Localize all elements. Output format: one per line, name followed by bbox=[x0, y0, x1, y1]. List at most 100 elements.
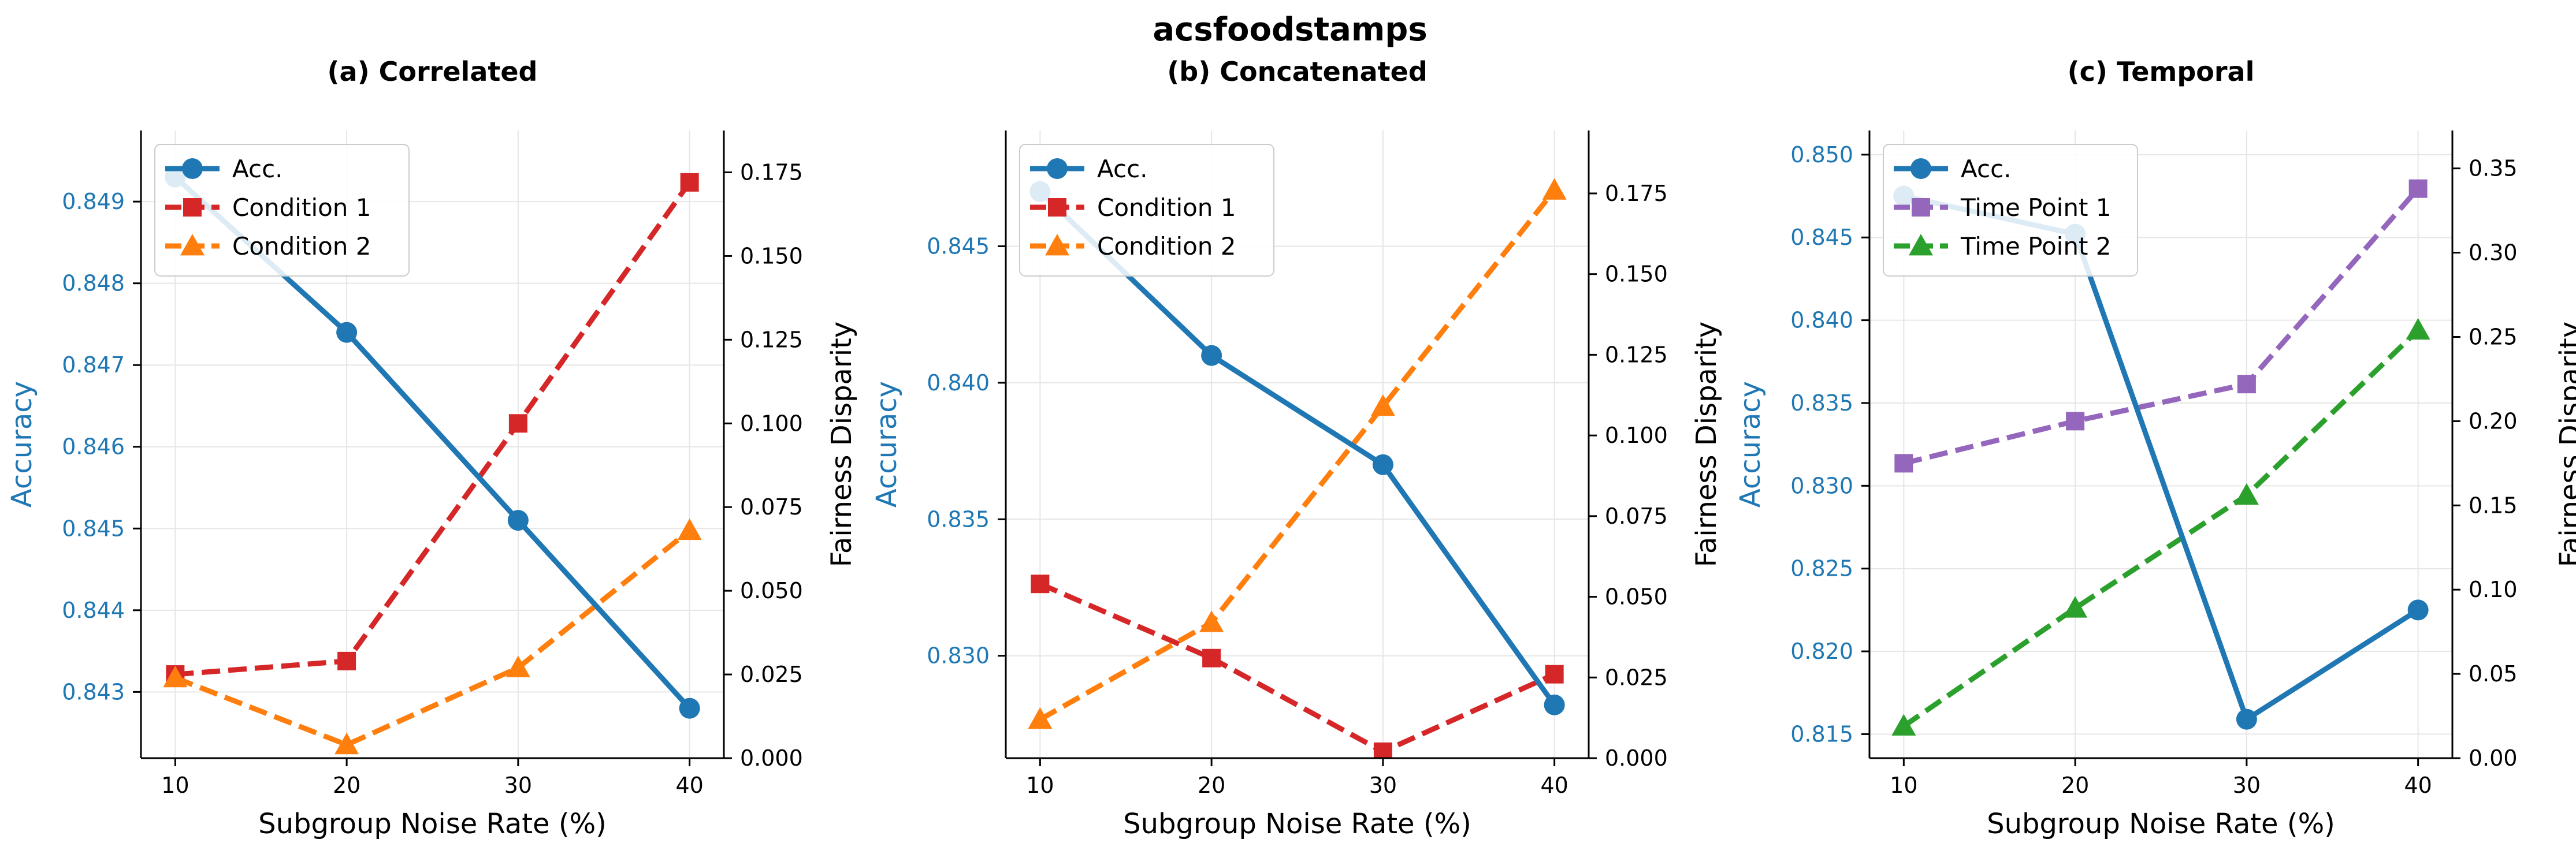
data-point-condition-1-40 bbox=[680, 173, 699, 192]
legend-item-time-point-1: Time Point 1 bbox=[1894, 193, 2112, 222]
y-tick-label: 0.845 bbox=[62, 516, 125, 541]
data-point-condition-1-30 bbox=[508, 414, 527, 433]
y-tick-label: 0.830 bbox=[1790, 473, 1853, 498]
data-point-acc-30 bbox=[507, 510, 529, 531]
legend-label: Time Point 1 bbox=[1960, 193, 2112, 222]
data-point-condition-1-20 bbox=[337, 651, 356, 670]
series-line-time-point-1 bbox=[1903, 187, 2421, 466]
x-tick-label: 20 bbox=[333, 773, 360, 798]
legend-swatch-marker bbox=[1047, 158, 1068, 179]
legend-label: Time Point 2 bbox=[1960, 232, 2112, 260]
data-point-time-point-1-30 bbox=[2237, 375, 2256, 394]
series-line-condition-1 bbox=[175, 181, 692, 677]
legend-item-condition-2: Condition 2 bbox=[1030, 232, 1236, 260]
legend-item-condition-1: Condition 1 bbox=[165, 193, 371, 222]
legend-label: Acc. bbox=[1961, 155, 2012, 183]
series-condition-1 bbox=[1031, 575, 1564, 758]
x-axis-label: Subgroup Noise Rate (%) bbox=[1987, 808, 2335, 840]
data-point-time-point-1-10 bbox=[1894, 454, 1913, 473]
y2-tick-label: 0.05 bbox=[2469, 661, 2518, 687]
legend-label: Acc. bbox=[232, 155, 283, 183]
legend-label: Condition 1 bbox=[232, 193, 371, 222]
legend-swatch-marker bbox=[180, 234, 205, 256]
y-tick-label: 0.847 bbox=[62, 352, 125, 378]
y-tick-label: 0.848 bbox=[62, 271, 125, 296]
y2-tick-label: 0.15 bbox=[2469, 493, 2518, 518]
data-point-time-point-2-40 bbox=[2406, 318, 2430, 340]
y2-tick-label: 0.175 bbox=[740, 159, 803, 185]
x-tick-label: 30 bbox=[1369, 773, 1397, 798]
data-point-condition-2-30 bbox=[505, 655, 530, 677]
data-point-acc-20 bbox=[336, 322, 358, 343]
y2-tick-label: 0.125 bbox=[1605, 342, 1668, 367]
y-tick-label: 0.835 bbox=[1790, 390, 1853, 416]
y2-tick-label: 0.00 bbox=[2469, 745, 2518, 771]
legend-label: Condition 2 bbox=[1097, 232, 1236, 260]
y2-axis-label: Fairness Disparity bbox=[1690, 322, 1723, 568]
data-point-condition-1-30 bbox=[1373, 742, 1392, 758]
panel-title: (c) Temporal bbox=[2068, 56, 2255, 87]
y-axis-label: Accuracy bbox=[6, 381, 38, 508]
series-line-condition-2 bbox=[1039, 188, 1557, 722]
series-time-point-2 bbox=[1891, 318, 2430, 736]
y-tick-label: 0.845 bbox=[927, 233, 990, 259]
x-axis-label: Subgroup Noise Rate (%) bbox=[1123, 808, 1471, 840]
data-point-condition-1-20 bbox=[1202, 648, 1221, 667]
data-point-acc-40 bbox=[679, 698, 700, 719]
series-condition-2 bbox=[163, 518, 702, 755]
x-tick-label: 10 bbox=[161, 773, 189, 798]
y2-tick-label: 0.20 bbox=[2469, 408, 2518, 434]
y2-tick-label: 0.025 bbox=[740, 662, 803, 687]
legend: Acc. Condition 1 Condition 2 bbox=[1019, 144, 1274, 277]
y-tick-label: 0.843 bbox=[62, 679, 125, 704]
legend-item-time-point-2: Time Point 2 bbox=[1894, 232, 2112, 260]
data-point-acc-40 bbox=[1544, 694, 1565, 715]
y-axis-label: Accuracy bbox=[1734, 381, 1767, 508]
legend-item-acc: Acc. bbox=[1894, 155, 2012, 183]
legend-item-acc: Acc. bbox=[1030, 155, 1148, 183]
y-tick-label: 0.825 bbox=[1790, 556, 1853, 581]
y2-tick-label: 0.050 bbox=[1605, 584, 1668, 610]
y-tick-label: 0.846 bbox=[62, 434, 125, 460]
legend-swatch-marker bbox=[183, 198, 202, 217]
y2-tick-label: 0.000 bbox=[740, 745, 803, 771]
data-point-time-point-2-20 bbox=[2063, 596, 2088, 618]
y-tick-label: 0.840 bbox=[1790, 308, 1853, 333]
series-line-condition-2 bbox=[174, 528, 692, 748]
legend-item-acc: Acc. bbox=[165, 155, 283, 183]
data-point-condition-1-10 bbox=[1031, 575, 1050, 594]
legend: Acc. Time Point 1 Time Point 2 bbox=[1883, 144, 2138, 277]
data-point-time-point-1-40 bbox=[2408, 179, 2428, 198]
y-tick-label: 0.830 bbox=[927, 643, 990, 669]
x-tick-label: 20 bbox=[1198, 773, 1225, 798]
legend-label: Condition 2 bbox=[232, 232, 371, 260]
legend-swatch-marker bbox=[1912, 198, 1930, 217]
y2-tick-label: 0.30 bbox=[2469, 240, 2518, 266]
y2-tick-label: 0.125 bbox=[740, 327, 803, 352]
data-point-condition-2-10 bbox=[163, 665, 188, 688]
y-tick-label: 0.844 bbox=[62, 598, 125, 623]
legend-label: Acc. bbox=[1097, 155, 1148, 183]
series-condition-2 bbox=[1028, 178, 1567, 729]
data-point-acc-20 bbox=[1201, 345, 1222, 366]
legend-swatch-marker bbox=[1909, 234, 1933, 256]
y2-tick-label: 0.25 bbox=[2469, 324, 2518, 349]
x-tick-label: 40 bbox=[1540, 773, 1568, 798]
y-tick-label: 0.835 bbox=[927, 506, 990, 532]
x-tick-label: 30 bbox=[504, 773, 532, 798]
y-axis-label: Accuracy bbox=[871, 381, 903, 508]
data-point-time-point-2-10 bbox=[1891, 714, 1916, 736]
series-time-point-1 bbox=[1894, 179, 2428, 473]
data-point-condition-2-40 bbox=[677, 518, 702, 540]
panel-concatenated: (b) Concatenated 10 20 30 40 Subgroup Noise R… bbox=[871, 56, 1723, 840]
data-point-condition-2-20 bbox=[1199, 610, 1224, 632]
figure-title: acsfoodstamps bbox=[1153, 11, 1427, 49]
y-tick-label: 0.845 bbox=[1790, 225, 1853, 250]
panel-title: (a) Correlated bbox=[328, 56, 538, 87]
legend-swatch-marker bbox=[182, 158, 203, 179]
legend-frame bbox=[1019, 144, 1274, 277]
y2-axis-label: Fairness Disparity bbox=[826, 322, 858, 568]
y-tick-label: 0.840 bbox=[927, 370, 990, 396]
data-point-condition-2-20 bbox=[334, 732, 359, 755]
